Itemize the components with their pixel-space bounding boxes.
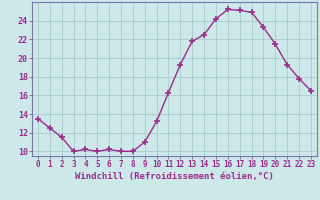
X-axis label: Windchill (Refroidissement éolien,°C): Windchill (Refroidissement éolien,°C) <box>75 172 274 181</box>
